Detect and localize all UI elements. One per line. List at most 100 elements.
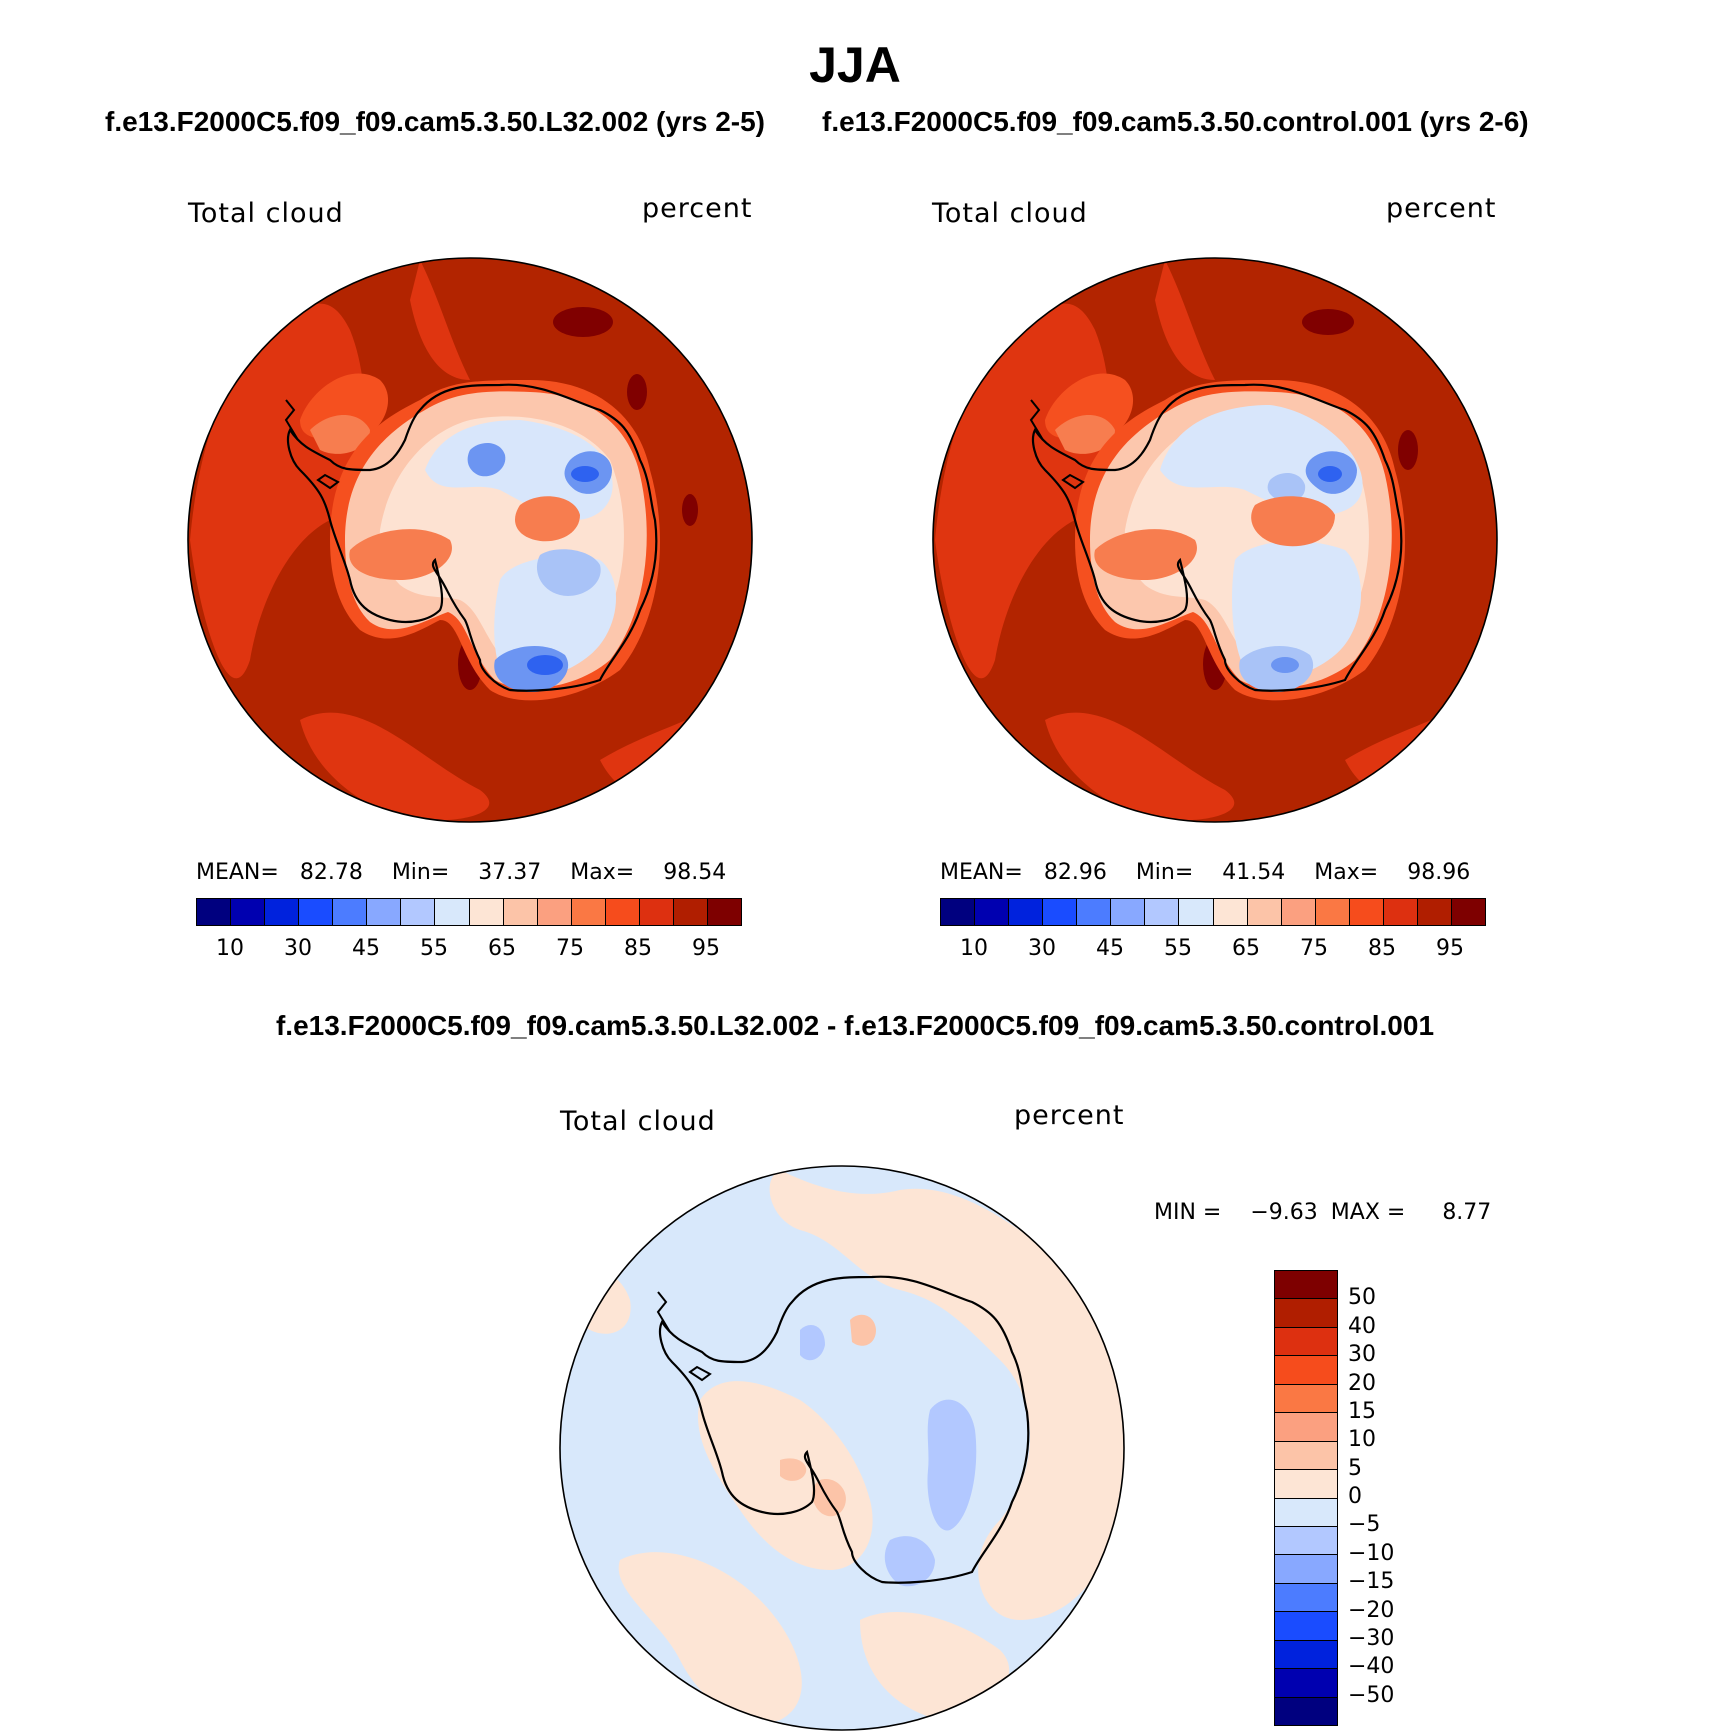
panel2-colorbar-swatch [1111,899,1146,925]
panel2-colorbar-ticks: 10 30 45 55 65 75 85 95 [940,936,1484,966]
panel1-min-value: 37.37 [478,860,542,885]
diff-colorbar-swatch [1275,1271,1337,1300]
panel1-colorbar-tick-label: 85 [624,936,652,961]
diff-map [559,1165,1125,1731]
diff-colorbar-swatch [1275,1498,1337,1527]
diff-colorbar-tick-label: −40 [1348,1654,1395,1680]
panel2-colorbar-swatch [1247,899,1282,925]
diff-units-label: percent [1014,1100,1125,1131]
panel2-colorbar-tick-label: 95 [1436,936,1464,961]
panel2-mean-label: MEAN= [940,860,1023,885]
panel1-units-label: percent [642,193,753,224]
panel1-colorbar-tick-label: 30 [284,936,312,961]
panel2-colorbar-swatch [1451,899,1485,925]
panel1-colorbar-swatch [299,899,334,925]
panel1-colorbar-swatch [367,899,402,925]
panel2-colorbar-swatch [941,899,976,925]
panel2-units-label: percent [1386,193,1497,224]
diff-map-border [559,1165,1125,1731]
diff-stats: MIN = −9.63 MAX = 8.77 [1154,1200,1491,1225]
figure-title: JJA [809,37,901,93]
panel2-colorbar-swatch [1383,899,1418,925]
diff-colorbar-tick-label: −10 [1348,1540,1395,1566]
panel1-colorbar-tick-label: 55 [420,936,448,961]
diff-colorbar [1274,1270,1338,1726]
panel1-colorbar-swatch [231,899,266,925]
diff-colorbar-tick-label: 5 [1348,1455,1362,1481]
diff-colorbar-swatch [1275,1583,1337,1613]
panel2-stats: MEAN= 82.96 Min= 41.54 Max= 98.96 [940,860,1470,885]
panel2-colorbar-tick-label: 45 [1096,936,1124,961]
panel1-colorbar-swatch [673,899,708,925]
panel1-colorbar-tick-label: 65 [488,936,516,961]
diff-colorbar-tick-label: −15 [1348,1569,1395,1595]
diff-colorbar-tick-label: 20 [1348,1370,1376,1396]
diff-colorbar-swatch [1275,1441,1337,1471]
panel2-colorbar-swatch [1281,899,1316,925]
diff-colorbar-tick-label: 30 [1348,1342,1376,1368]
panel2-colorbar-swatch [1213,899,1248,925]
diff-colorbar-swatch [1275,1413,1337,1442]
panel2-colorbar-swatch [1009,899,1044,925]
diff-colorbar-swatch [1275,1327,1337,1357]
case2-title: f.e13.F2000C5.f09_f09.cam5.3.50.control.… [822,106,1529,137]
panel2-variable-label: Total cloud [932,198,1088,229]
panel1-colorbar-swatch [333,899,368,925]
panel1-variable-label: Total cloud [188,198,344,229]
panel2-mean-value: 82.96 [1043,860,1107,885]
panel2-map-fill [933,258,1497,822]
panel2-colorbar-tick-label: 55 [1164,936,1192,961]
panel1-min-label: Min= [391,860,450,885]
diff-colorbar-swatch [1275,1640,1337,1670]
diff-colorbar-ticks: 50 40 30 20 15 10 5 0 −5 −10 −15 −20 −30 −40 −50 [1346,1270,1426,1724]
panel1-mean-label: MEAN= [196,860,279,885]
panel2-min-label: Min= [1135,860,1194,885]
panel2-max-value: 98.96 [1407,860,1471,885]
panel2-colorbar-swatch [1077,899,1112,925]
panel1-max-label: Max= [570,860,635,885]
diff-map-fill [560,1166,1124,1730]
panel1-colorbar-swatch [605,899,640,925]
diff-colorbar-swatch [1275,1669,1337,1698]
panel2-colorbar-tick-label: 30 [1028,936,1056,961]
panel2-map [932,257,1498,823]
panel2-colorbar-swatch [1043,899,1078,925]
panel1-colorbar-swatch [265,899,300,925]
diff-colorbar-tick-label: 0 [1348,1484,1362,1509]
diff-colorbar-swatch [1275,1470,1337,1499]
diff-colorbar-swatch [1275,1299,1337,1328]
diff-variable-label: Total cloud [560,1106,716,1137]
panel2-colorbar-swatch [975,899,1010,925]
panel1-colorbar-ticks: 10 30 45 55 65 75 85 95 [196,936,740,966]
panel1-colorbar-swatch [469,899,504,925]
diff-min-label: MIN = [1154,1200,1222,1225]
panel1-max-value: 98.54 [663,860,727,885]
diff-colorbar-tick-label: −20 [1348,1597,1395,1623]
panel2-colorbar-swatch [1349,899,1384,925]
diff-colorbar-swatch [1275,1697,1337,1725]
panel1-stats: MEAN= 82.78 Min= 37.37 Max= 98.54 [196,860,726,885]
panel1-colorbar-swatch [401,899,436,925]
panel1-colorbar-tick-label: 75 [556,936,584,961]
diff-colorbar-swatch [1275,1612,1337,1641]
diff-colorbar-tick-label: 40 [1348,1313,1376,1339]
panel2-colorbar-swatch [1315,899,1350,925]
diff-title: f.e13.F2000C5.f09_f09.cam5.3.50.L32.002 … [275,1010,1435,1041]
diff-colorbar-swatch [1275,1526,1337,1556]
diff-colorbar-tick-label: 50 [1348,1285,1376,1311]
panel2-colorbar-tick-label: 85 [1368,936,1396,961]
diff-colorbar-tick-label: −50 [1348,1682,1395,1708]
panel1-map-fill [188,258,752,822]
panel2-colorbar [940,898,1486,926]
panel1-colorbar-swatch [571,899,606,925]
panel1-map-border [187,257,753,823]
panel1-colorbar-tick-label: 10 [216,936,244,961]
panel2-colorbar-swatch [1145,899,1180,925]
panel1-colorbar-swatch [197,899,232,925]
panel1-mean-value: 82.78 [299,860,363,885]
panel2-colorbar-swatch [1417,899,1452,925]
panel1-colorbar-swatch [435,899,470,925]
panel2-colorbar-tick-label: 10 [960,936,988,961]
panel1-colorbar-swatch [537,899,572,925]
diff-max-label: MAX = [1330,1200,1406,1225]
